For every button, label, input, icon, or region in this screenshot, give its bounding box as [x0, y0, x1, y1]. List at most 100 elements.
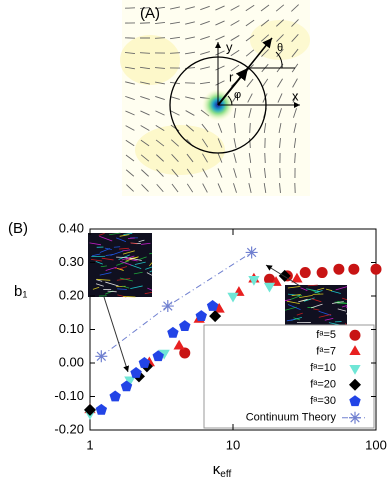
- director: [200, 20, 210, 26]
- director: [170, 110, 180, 116]
- streak: [130, 264, 142, 269]
- streak: [138, 239, 145, 243]
- streak: [149, 262, 153, 267]
- streak: [105, 266, 117, 271]
- streak: [286, 300, 300, 304]
- marker: [333, 263, 345, 275]
- director: [230, 20, 240, 26]
- director: [291, 48, 299, 58]
- streak: [105, 281, 119, 287]
- director: [171, 183, 179, 193]
- director: [215, 50, 225, 56]
- marker: [152, 350, 164, 362]
- director: [249, 137, 251, 149]
- marker: [349, 378, 361, 391]
- director: [200, 51, 210, 55]
- director: [233, 138, 237, 148]
- angle-label: φ: [234, 89, 241, 101]
- streak: [109, 232, 121, 236]
- streak: [345, 306, 348, 309]
- y-tick-label: 0.20: [59, 287, 84, 302]
- director: [293, 137, 297, 149]
- director: [293, 108, 297, 118]
- director: [217, 123, 223, 133]
- director: [125, 95, 135, 101]
- panel-label: (A): [140, 5, 160, 22]
- streak: [337, 308, 347, 312]
- director: [185, 21, 195, 25]
- angle-label: θ: [277, 42, 283, 54]
- director: [202, 168, 208, 178]
- director: [169, 21, 181, 25]
- marker: [349, 365, 361, 375]
- streak: [127, 237, 135, 239]
- marker: [349, 411, 361, 424]
- director: [202, 183, 208, 193]
- director: [200, 36, 210, 40]
- inset-streaks: [89, 232, 153, 298]
- director: [263, 122, 267, 134]
- streak: [287, 286, 301, 289]
- streak: [116, 260, 129, 266]
- y-tick-label: 0.00: [59, 354, 84, 369]
- marker: [248, 276, 260, 286]
- streak: [122, 249, 131, 252]
- streak: [317, 287, 325, 291]
- director: [230, 49, 240, 57]
- legend-label: fᵃ=30: [310, 395, 336, 407]
- streak: [313, 308, 320, 311]
- streak: [125, 256, 139, 262]
- legend-box: [203, 324, 375, 429]
- director: [124, 52, 136, 54]
- director: [140, 125, 150, 131]
- director: [170, 6, 180, 10]
- director: [155, 124, 165, 132]
- panel-a: (A) y x r φ θ: [120, 0, 310, 196]
- streak: [139, 256, 147, 260]
- pointer-arrow: [265, 264, 301, 287]
- director: [155, 96, 165, 100]
- x-axis-label-base: κ: [213, 461, 221, 478]
- streak: [284, 306, 297, 311]
- streak: [318, 313, 332, 318]
- streak: [95, 283, 104, 287]
- legend: fᵃ=5 fᵃ=7 fᵃ=10 fᵃ=20 fᵃ=30 Continuum Theory: [203, 324, 375, 429]
- director: [171, 168, 179, 178]
- director: [275, 19, 285, 27]
- director: [200, 5, 210, 11]
- director: [230, 35, 240, 41]
- streak: [310, 303, 323, 309]
- marker: [316, 267, 328, 279]
- streak: [341, 305, 348, 308]
- marker: [264, 273, 276, 285]
- streak: [296, 312, 303, 316]
- director: [201, 123, 209, 133]
- streak: [99, 272, 112, 276]
- marker: [167, 326, 179, 338]
- streak: [300, 287, 308, 291]
- director: [185, 124, 195, 132]
- x-axis-label: κeff: [213, 461, 232, 480]
- director-field: [124, 4, 299, 194]
- marker: [349, 395, 361, 407]
- director: [291, 19, 299, 27]
- streak: [96, 279, 103, 282]
- director: [245, 34, 255, 42]
- radius-label: r: [229, 69, 234, 84]
- director: [215, 20, 225, 26]
- director: [263, 182, 267, 194]
- director: [277, 93, 283, 103]
- x-tick-label: 100: [365, 437, 387, 452]
- streak: [116, 278, 131, 281]
- streak: [117, 288, 127, 290]
- marker: [161, 300, 174, 313]
- marker: [227, 292, 239, 303]
- streak: [99, 248, 111, 253]
- x-tick-label: 1: [86, 437, 93, 452]
- legend-label: Continuum Theory: [246, 412, 337, 424]
- marker: [195, 310, 207, 321]
- director: [155, 110, 165, 116]
- streak: [144, 292, 153, 295]
- director: [215, 65, 225, 71]
- marker: [263, 282, 276, 293]
